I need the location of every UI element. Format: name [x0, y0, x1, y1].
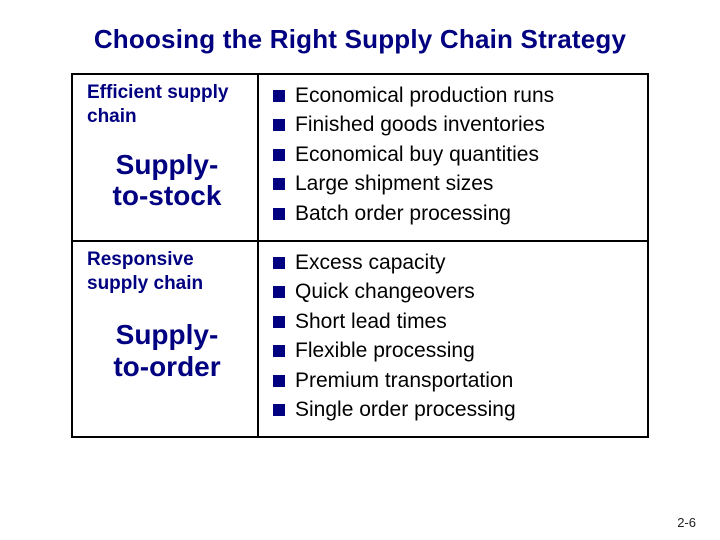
list-item: Excess capacity: [273, 248, 637, 277]
slide: Choosing the Right Supply Chain Strategy…: [0, 0, 720, 540]
bullet-list: Excess capacity Quick changeovers Short …: [273, 248, 637, 424]
big-line1: Supply-: [116, 149, 219, 180]
strategy-cell-efficient: Efficient supply chain Supply- to-stock: [72, 74, 258, 241]
big-line2: to-stock: [113, 180, 222, 211]
characteristics-cell-efficient: Economical production runs Finished good…: [258, 74, 648, 241]
big-line1: Supply-: [116, 319, 219, 350]
list-item: Large shipment sizes: [273, 169, 637, 198]
strategy-cell-responsive: Responsive supply chain Supply- to-order: [72, 241, 258, 437]
cell-big-heading: Supply- to-order: [87, 319, 247, 382]
table-row: Efficient supply chain Supply- to-stock …: [72, 74, 648, 241]
slide-number: 2-6: [677, 515, 696, 530]
list-item: Economical buy quantities: [273, 140, 637, 169]
strategy-table: Efficient supply chain Supply- to-stock …: [71, 73, 649, 438]
cell-heading: Responsive supply chain: [87, 248, 247, 296]
table-row: Responsive supply chain Supply- to-order…: [72, 241, 648, 437]
bullet-list: Economical production runs Finished good…: [273, 81, 637, 228]
list-item: Quick changeovers: [273, 277, 637, 306]
list-item: Short lead times: [273, 307, 637, 336]
list-item: Finished goods inventories: [273, 110, 637, 139]
list-item: Economical production runs: [273, 81, 637, 110]
slide-title: Choosing the Right Supply Chain Strategy: [40, 24, 680, 55]
list-item: Premium transportation: [273, 366, 637, 395]
cell-heading: Efficient supply chain: [87, 81, 247, 129]
characteristics-cell-responsive: Excess capacity Quick changeovers Short …: [258, 241, 648, 437]
list-item: Single order processing: [273, 395, 637, 424]
cell-big-heading: Supply- to-stock: [87, 149, 247, 212]
list-item: Flexible processing: [273, 336, 637, 365]
list-item: Batch order processing: [273, 199, 637, 228]
big-line2: to-order: [113, 351, 220, 382]
